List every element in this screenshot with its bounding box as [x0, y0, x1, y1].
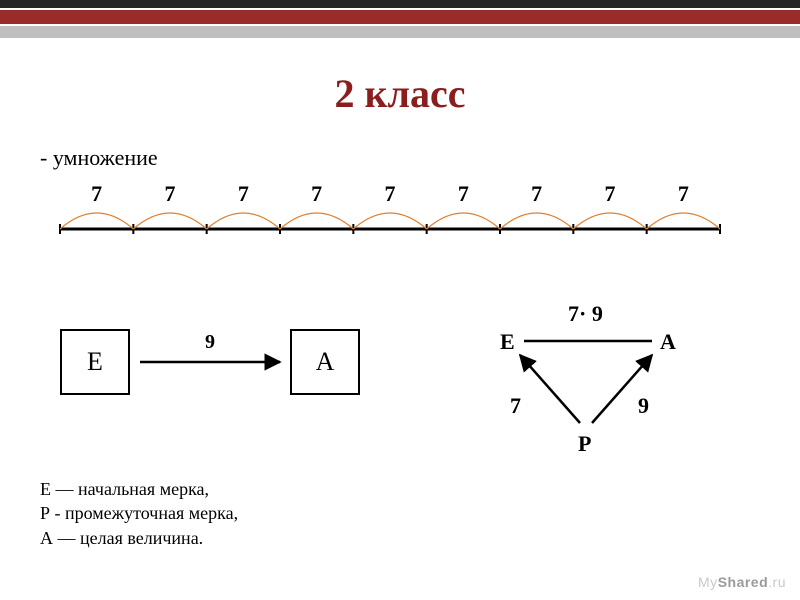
triangle-diagram: Е А Р 7· 9 7 9 [470, 301, 710, 471]
legend: Е — начальная мерка, Р - промежуточная м… [40, 477, 238, 550]
ea-arrow [60, 311, 400, 411]
stripe-red [0, 10, 800, 24]
watermark: MyShared.ru [698, 574, 786, 590]
tri-label-e: Е [500, 329, 515, 355]
number-line: 7 7 7 7 7 7 7 7 7 [50, 181, 730, 251]
tri-label-top: 7· 9 [568, 301, 603, 327]
number-line-segment-label: 7 [91, 181, 102, 207]
page-title: 2 класс [40, 70, 760, 117]
watermark-post: .ru [768, 574, 786, 590]
legend-line-3: А — целая величина. [40, 526, 238, 550]
tri-label-a: А [660, 329, 676, 355]
e-to-a-diagram: Е А 9 [60, 311, 400, 411]
number-line-segment-label: 7 [605, 181, 616, 207]
number-line-segment-label: 7 [531, 181, 542, 207]
number-line-segment-label: 7 [678, 181, 689, 207]
tri-label-left: 7 [510, 393, 521, 419]
tri-label-p: Р [578, 431, 591, 457]
number-line-segment-label: 7 [311, 181, 322, 207]
ea-arrow-label: 9 [205, 331, 215, 354]
watermark-pre: My [698, 574, 718, 590]
decorative-stripes [0, 0, 800, 40]
legend-line-1: Е — начальная мерка, [40, 477, 238, 501]
subtitle: - умножение [40, 145, 760, 171]
legend-line-2: Р - промежуточная мерка, [40, 501, 238, 525]
watermark-bold: Shared [718, 574, 768, 590]
stripe-gray [0, 26, 800, 38]
number-line-segment-label: 7 [165, 181, 176, 207]
tri-label-right: 9 [638, 393, 649, 419]
number-line-segment-label: 7 [458, 181, 469, 207]
stripe-dark [0, 0, 800, 8]
slide-content: 2 класс - умножение 7 7 7 7 7 7 7 7 7 Е А 9 Е А … [0, 40, 800, 600]
number-line-segment-label: 7 [238, 181, 249, 207]
number-line-segment-label: 7 [385, 181, 396, 207]
diagrams-row: Е А 9 Е А Р 7· 9 7 9 [40, 281, 760, 471]
